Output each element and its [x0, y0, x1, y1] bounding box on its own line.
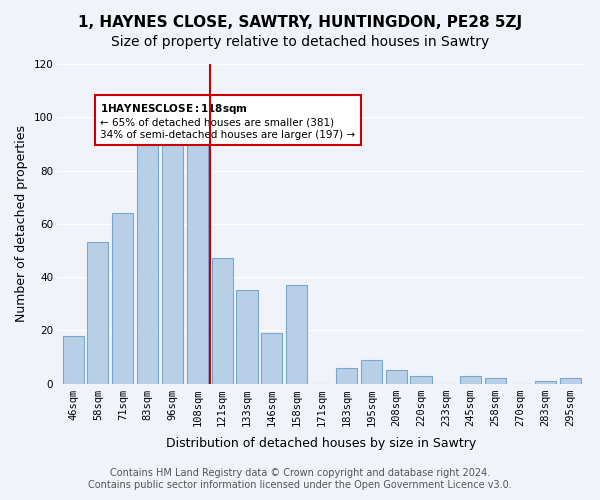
Bar [236, 290, 257, 384]
Bar [187, 141, 208, 384]
Text: Contains HM Land Registry data © Crown copyright and database right 2024.
Contai: Contains HM Land Registry data © Crown c… [88, 468, 512, 490]
Bar [460, 376, 481, 384]
Text: $\bf{1 HAYNES CLOSE: 118sqm}$
← 65% of detached houses are smaller (381)
34% of : $\bf{1 HAYNES CLOSE: 118sqm}$ ← 65% of d… [100, 102, 355, 140]
Bar [62, 336, 83, 384]
Bar [162, 122, 183, 384]
Bar [410, 376, 431, 384]
Y-axis label: Number of detached properties: Number of detached properties [15, 126, 28, 322]
Bar [212, 258, 233, 384]
Bar [361, 360, 382, 384]
Bar [386, 370, 407, 384]
Bar [137, 114, 158, 384]
Text: 1, HAYNES CLOSE, SAWTRY, HUNTINGDON, PE28 5ZJ: 1, HAYNES CLOSE, SAWTRY, HUNTINGDON, PE2… [78, 15, 522, 30]
Bar [336, 368, 357, 384]
Bar [535, 381, 556, 384]
Bar [485, 378, 506, 384]
Bar [112, 213, 133, 384]
Bar [560, 378, 581, 384]
Bar [262, 333, 283, 384]
X-axis label: Distribution of detached houses by size in Sawtry: Distribution of detached houses by size … [166, 437, 477, 450]
Bar [88, 242, 109, 384]
Text: Size of property relative to detached houses in Sawtry: Size of property relative to detached ho… [111, 35, 489, 49]
Bar [286, 285, 307, 384]
